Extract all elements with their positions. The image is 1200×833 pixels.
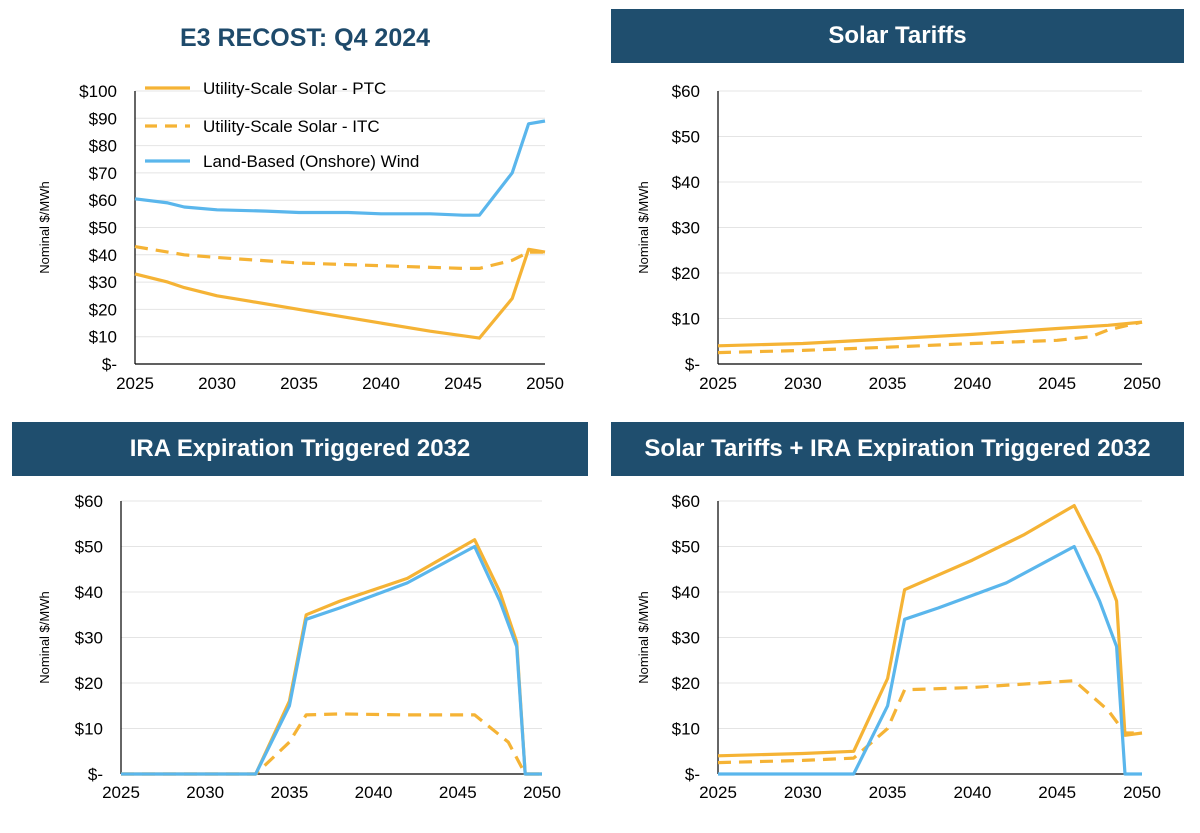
y-tick-label: $60 (89, 191, 117, 210)
chart-3: $- $10 $20 $30 $40 $50 $60 2025 2030 2035 2040 2045… (37, 492, 561, 802)
y-tick-label: $60 (75, 492, 103, 511)
x-tick-label: 2035 (869, 783, 907, 802)
x-tick-label: 2040 (362, 374, 400, 393)
y-axis-label: Nominal $/MWh (37, 591, 52, 683)
x-tick-label: 2050 (1123, 783, 1161, 802)
y-tick-label: $60 (672, 492, 700, 511)
series-line-2 (717, 320, 1143, 355)
y-tick-label: $20 (75, 674, 103, 693)
y-tick-label: $10 (672, 720, 700, 739)
series-line-1 (121, 538, 542, 776)
y-tick-label: $10 (89, 328, 117, 347)
y-tick-label: $40 (672, 583, 700, 602)
x-tick-label: 2030 (198, 374, 236, 393)
y-tick-label: $30 (89, 273, 117, 292)
y-tick-label: $20 (672, 674, 700, 693)
y-tick-label: $30 (672, 219, 700, 238)
series-line-3 (134, 119, 546, 217)
y-tick-label: $50 (672, 538, 700, 557)
x-tick-label: 2040 (953, 783, 991, 802)
chart-4-title: Solar Tariffs + IRA Expiration Triggered… (611, 422, 1184, 476)
series-line-3 (121, 544, 542, 776)
y-tick-label: $40 (75, 583, 103, 602)
legend-entry: Utility-Scale Solar - ITC (203, 117, 380, 136)
chart-1-title: E3 RECOST: Q4 2024 (179, 23, 431, 52)
x-tick-label: 2035 (270, 783, 308, 802)
series-line-1 (717, 504, 1143, 758)
chart-2-title: Solar Tariffs (611, 9, 1184, 63)
y-tick-label: $50 (75, 538, 103, 557)
legend: Utility-Scale Solar - PTC Utility-Scale S… (145, 79, 419, 171)
series-line-1 (717, 320, 1143, 348)
legend-entry: Utility-Scale Solar - PTC (203, 79, 386, 98)
x-tick-label: 2050 (1123, 374, 1161, 393)
y-tick-label: $70 (89, 164, 117, 183)
y-tick-label: $20 (89, 300, 117, 319)
legend-entry: Land-Based (Onshore) Wind (203, 152, 419, 171)
x-tick-label: 2040 (953, 374, 991, 393)
y-tick-label: $20 (672, 264, 700, 283)
x-tick-label: 2045 (439, 783, 477, 802)
y-axis-label: Nominal $/MWh (37, 181, 52, 273)
y-tick-label: $- (685, 355, 700, 374)
y-tick-label: $50 (89, 219, 117, 238)
chart-1: $- $10 $20 $30 $40 $50 $60 $70 $80 $90 $100 2025 203… (37, 79, 564, 393)
y-tick-label: $30 (672, 629, 700, 648)
y-tick-label: $50 (672, 128, 700, 147)
y-tick-label: $10 (75, 720, 103, 739)
series-line-3 (718, 544, 1142, 776)
y-tick-label: $10 (672, 310, 700, 329)
series-line-2 (134, 245, 545, 270)
y-tick-label: $40 (672, 173, 700, 192)
y-tick-label: $40 (89, 246, 117, 265)
y-tick-label: $- (102, 355, 117, 374)
x-tick-label: 2045 (444, 374, 482, 393)
x-tick-label: 2040 (355, 783, 393, 802)
y-tick-label: $30 (75, 629, 103, 648)
x-tick-label: 2025 (699, 374, 737, 393)
y-tick-label: $80 (89, 137, 117, 156)
chart-2: $- $10 $20 $30 $40 $50 $60 2025 2030 2035 2040 2045… (636, 82, 1161, 393)
y-tick-label: $90 (89, 109, 117, 128)
x-tick-label: 2045 (1038, 374, 1076, 393)
chart-4: $- $10 $20 $30 $40 $50 $60 2025 2030 2035 2040 2045… (636, 492, 1161, 802)
y-axis-label: Nominal $/MWh (636, 181, 651, 273)
series-line-2 (717, 679, 1142, 765)
x-tick-label: 2050 (526, 374, 564, 393)
x-tick-label: 2025 (699, 783, 737, 802)
x-tick-label: 2030 (784, 374, 822, 393)
y-tick-label: $- (88, 765, 103, 784)
x-tick-label: 2025 (102, 783, 140, 802)
y-tick-label: $100 (79, 82, 117, 101)
y-tick-label: $- (685, 765, 700, 784)
y-tick-label: $60 (672, 82, 700, 101)
x-tick-label: 2035 (280, 374, 318, 393)
series-line-2 (121, 712, 542, 776)
y-axis-label: Nominal $/MWh (636, 591, 651, 683)
series-line-1 (134, 247, 546, 340)
x-tick-label: 2050 (523, 783, 561, 802)
x-tick-label: 2030 (784, 783, 822, 802)
x-tick-label: 2045 (1038, 783, 1076, 802)
x-tick-label: 2030 (186, 783, 224, 802)
x-tick-label: 2025 (116, 374, 154, 393)
chart-3-title: IRA Expiration Triggered 2032 (12, 422, 588, 476)
x-tick-label: 2035 (869, 374, 907, 393)
